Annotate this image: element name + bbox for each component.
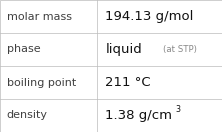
Text: phase: phase — [7, 44, 40, 55]
Text: boiling point: boiling point — [7, 77, 76, 88]
Text: 3: 3 — [175, 105, 180, 114]
Text: 211 °C: 211 °C — [105, 76, 151, 89]
Text: 194.13 g/mol: 194.13 g/mol — [105, 10, 194, 23]
Text: 1.38 g/cm: 1.38 g/cm — [105, 109, 172, 122]
Text: liquid: liquid — [105, 43, 142, 56]
Text: density: density — [7, 110, 48, 121]
Text: molar mass: molar mass — [7, 11, 72, 22]
Text: (at STP): (at STP) — [163, 45, 197, 54]
